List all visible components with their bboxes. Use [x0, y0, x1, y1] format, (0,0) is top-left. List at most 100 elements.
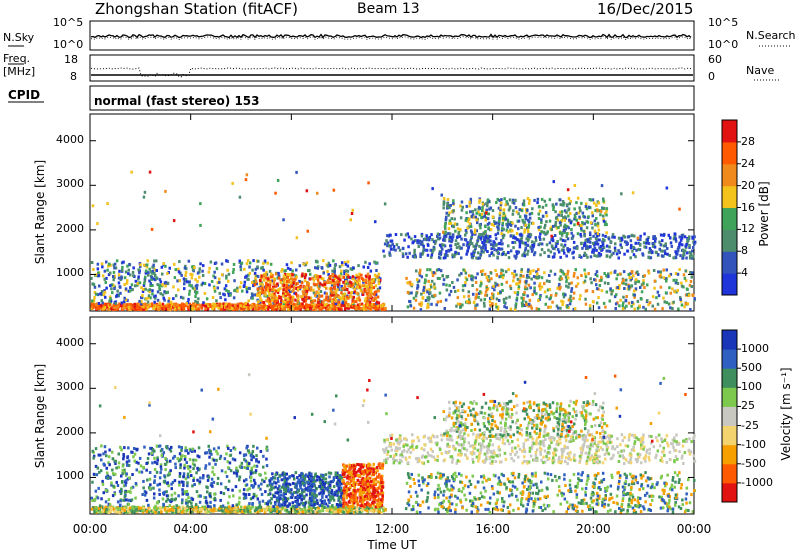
scatter-cell [572, 256, 575, 260]
scatter-cell [184, 507, 187, 511]
scatter-cell [303, 285, 306, 289]
scatter-cell [664, 252, 667, 256]
scatter-cell [580, 224, 583, 228]
scatter-cell [502, 233, 506, 237]
scatter-cell [343, 260, 347, 264]
scatter-cell [116, 484, 120, 487]
scatter-cell [261, 283, 264, 287]
scatter-cell [260, 492, 264, 496]
scatter-cell [619, 239, 622, 243]
scatter-cell [473, 300, 476, 304]
scatter-cell [633, 293, 636, 297]
scatter-cell [242, 508, 246, 512]
scatter-cell [637, 273, 640, 276]
scatter-cell [220, 469, 224, 473]
scatter-cell [644, 307, 647, 311]
scatter-cell [126, 279, 129, 283]
scatter-cell [368, 305, 371, 309]
scatter-cell [122, 484, 126, 488]
scatter-cell [174, 294, 178, 298]
scatter-cell [226, 259, 229, 263]
scatter-cell [588, 307, 592, 311]
scatter-cell [496, 225, 499, 229]
scatter-cell [441, 247, 444, 251]
scatter-cell [186, 301, 190, 304]
scatter-cell [93, 295, 96, 299]
scatter-cell [321, 509, 325, 513]
scatter-cell [203, 291, 207, 295]
scatter-cell [653, 279, 657, 283]
scatter-cell [366, 296, 369, 300]
scatter-cell [421, 243, 424, 247]
scatter-cell [577, 211, 581, 215]
scatter-cell [367, 280, 371, 284]
scatter-cell [642, 274, 645, 278]
scatter-cell [123, 300, 126, 304]
scatter-cell [478, 233, 481, 237]
scatter-cell [646, 237, 649, 241]
scatter-cell [657, 294, 661, 298]
scatter-cell [257, 259, 260, 263]
scatter-cell [261, 265, 264, 269]
scatter-cell [574, 268, 577, 272]
scatter-cell [461, 288, 465, 292]
scatter-cell [436, 300, 440, 304]
scatter-cell [540, 221, 543, 224]
scatter-cell [548, 288, 552, 291]
scatter-cell [559, 198, 562, 202]
scatter-cell [120, 301, 124, 305]
scatter-cell [335, 505, 338, 509]
scatter-cell [604, 211, 607, 215]
scatter-cell [178, 472, 182, 475]
scatter-cell [206, 490, 209, 494]
scatter-cell [498, 216, 501, 220]
scatter-cell [536, 197, 540, 201]
scatter-cell [579, 234, 583, 238]
scatter-cell [508, 205, 512, 209]
scatter-cell [384, 307, 387, 311]
scatter-cell [537, 275, 541, 279]
scatter-cell [544, 302, 547, 306]
scatter-cell [181, 498, 184, 502]
scatter-cell [115, 259, 119, 263]
scatter-cell [317, 291, 320, 295]
scatter-cell [413, 235, 417, 239]
scatter-cell [526, 197, 530, 200]
scatter-cell [641, 253, 645, 257]
scatter-cell [484, 290, 488, 294]
scatter-cell [167, 271, 170, 274]
scatter-cell [363, 305, 367, 309]
scatter-cell [455, 246, 459, 250]
scatter-cell [498, 219, 501, 223]
scatter-cell [335, 293, 339, 297]
scatter-cell [410, 291, 413, 295]
scatter-cell [465, 217, 468, 220]
scatter-cell [180, 307, 184, 311]
scatter-cell [168, 266, 171, 270]
scatter-cell [433, 285, 436, 289]
scatter-cell [95, 273, 98, 277]
scatter-cell [476, 303, 479, 307]
scatter-cell [196, 279, 199, 283]
scatter-cell [216, 281, 219, 285]
scatter-cell [192, 476, 196, 480]
scatter-cell [190, 284, 193, 288]
scatter-cell [95, 509, 98, 513]
scatter-cell [136, 282, 140, 285]
scatter-cell [146, 259, 149, 263]
scatter-cell [428, 238, 431, 242]
scatter-cell [499, 247, 503, 251]
scatter-cell [423, 237, 427, 241]
scatter-cell [496, 197, 499, 201]
scatter-cell [484, 246, 487, 250]
scatter-cell [453, 217, 456, 221]
scatter-cell [603, 223, 607, 227]
scatter-cell [533, 198, 536, 202]
scatter-cell [630, 284, 633, 288]
scatter-cell [292, 286, 296, 290]
scatter-cell [254, 267, 258, 271]
scatter-cell [161, 293, 165, 297]
scatter-cell [185, 302, 188, 306]
scatter-cell [469, 197, 473, 201]
scatter-cell [361, 507, 364, 511]
